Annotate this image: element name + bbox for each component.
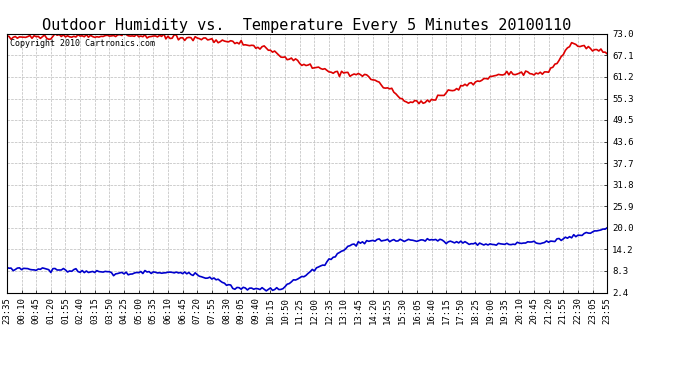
Title: Outdoor Humidity vs.  Temperature Every 5 Minutes 20100110: Outdoor Humidity vs. Temperature Every 5… — [42, 18, 572, 33]
Text: Copyright 2010 Cartronics.com: Copyright 2010 Cartronics.com — [10, 39, 155, 48]
